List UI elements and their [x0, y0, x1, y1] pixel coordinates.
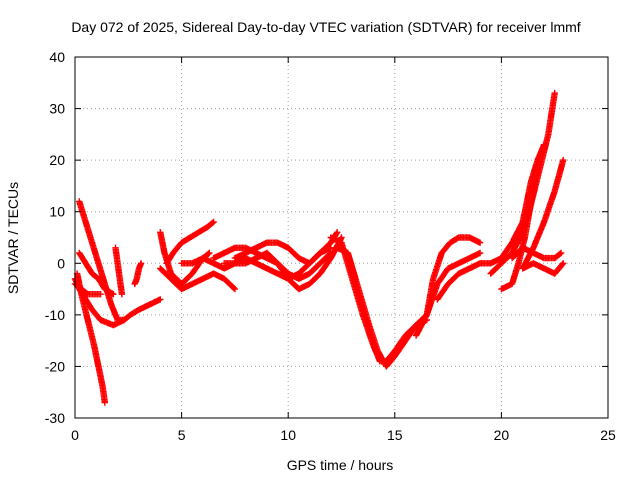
plus-marker-track: [519, 260, 567, 277]
series-track-6: [112, 244, 126, 298]
plus-marker-track: [434, 254, 505, 303]
y-tick-label: -10: [45, 307, 65, 323]
series-track-4: [76, 249, 117, 298]
data-markers: [71, 89, 567, 406]
plus-marker-track: [498, 141, 548, 262]
x-tick-label: 20: [494, 427, 510, 443]
x-tick-label: 25: [600, 427, 616, 443]
x-tick-label: 10: [280, 427, 296, 443]
axis-ticks: [74, 56, 609, 419]
series-track-20: [498, 141, 548, 262]
plus-marker-track: [73, 270, 108, 406]
plus-marker-track: [508, 244, 565, 262]
series-track-18: [434, 254, 505, 303]
plus-marker-track: [231, 229, 341, 267]
plus-marker-track: [131, 260, 145, 288]
plot-frame: [74, 56, 609, 419]
y-tick-label: -30: [45, 410, 65, 426]
plus-marker-track: [163, 218, 217, 267]
series-track-14: [231, 229, 341, 267]
chart-title: Day 072 of 2025, Sidereal Day-to-day VTE…: [71, 19, 580, 35]
y-tick-label: 20: [49, 152, 65, 168]
plus-marker-track: [76, 249, 117, 298]
series-track-24: [519, 260, 567, 277]
series-track-9: [163, 218, 217, 267]
series-track-21: [498, 167, 541, 293]
x-axis-title: GPS time / hours: [287, 457, 394, 473]
y-axis-title: SDTVAR / TECUs: [5, 182, 21, 294]
y-tick-label: 30: [49, 101, 65, 117]
series-track-7: [131, 260, 145, 288]
y-tick-label: -20: [45, 358, 65, 374]
series-track-23: [508, 244, 565, 262]
series-track-10: [157, 265, 239, 293]
x-tick-label: 15: [387, 427, 403, 443]
y-tick-label: 0: [57, 255, 65, 271]
plus-marker-track: [112, 244, 126, 298]
series-track-17: [412, 249, 484, 339]
plus-marker-track: [498, 167, 541, 293]
y-tick-label: 40: [49, 49, 65, 65]
tick-labels: 0 5 10 15 20 25 40 30 20 10 0 -10 -20 -30: [45, 49, 616, 443]
x-tick-label: 5: [178, 427, 186, 443]
series-track-2: [73, 270, 108, 406]
x-tick-label: 0: [71, 427, 79, 443]
plus-marker-track: [412, 249, 484, 339]
y-tick-label: 10: [49, 204, 65, 220]
series-track-13: [221, 234, 345, 293]
plus-marker-track: [221, 234, 345, 293]
plus-marker-track: [157, 265, 239, 293]
